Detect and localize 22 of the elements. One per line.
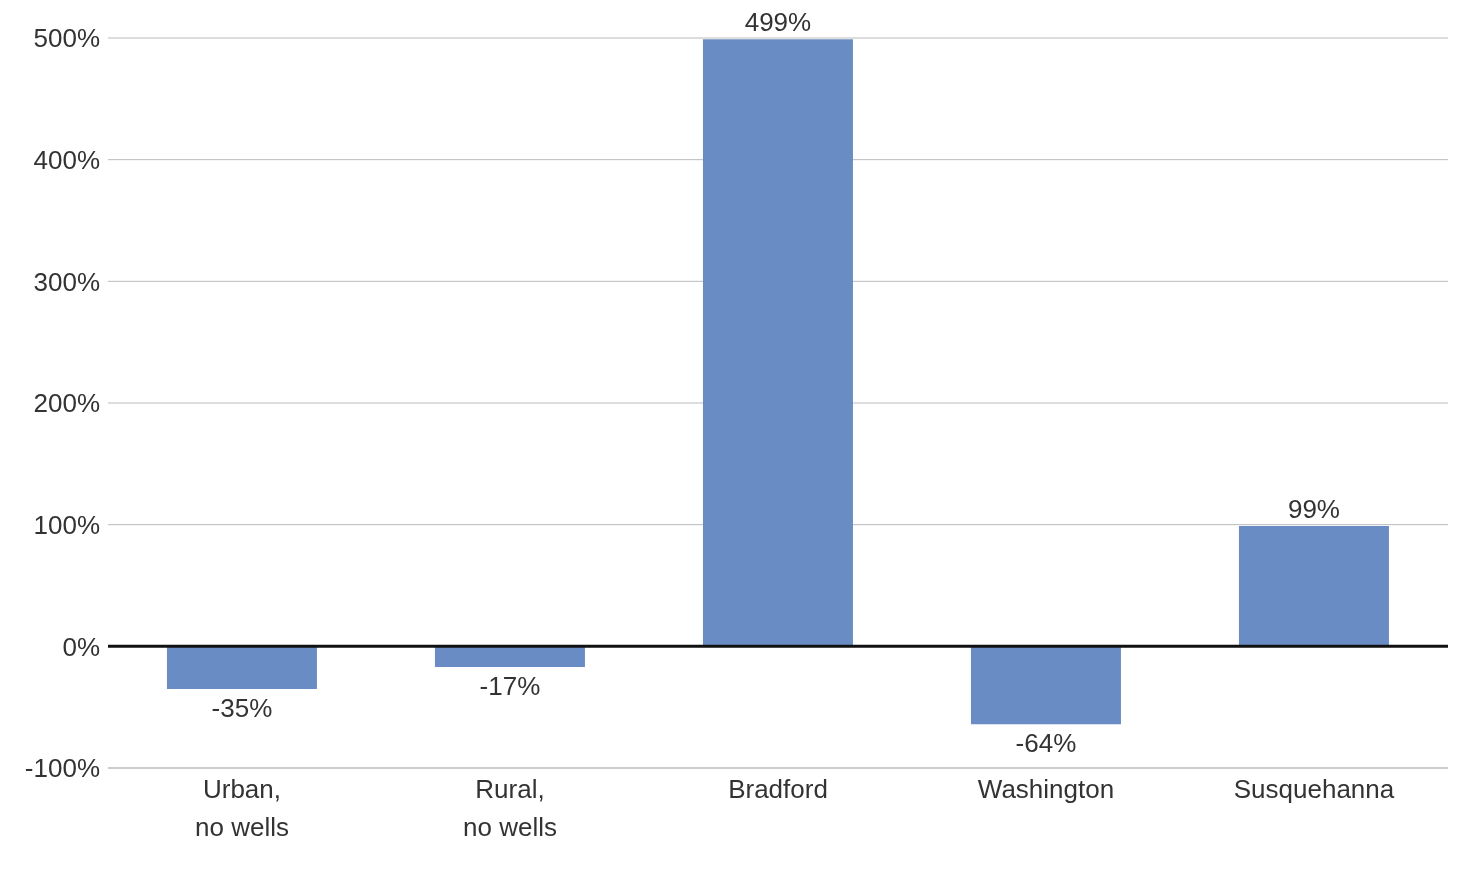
y-tick-label: -100%	[24, 753, 100, 784]
x-tick-label: Rural, no wells	[463, 774, 557, 842]
bar	[970, 646, 1121, 725]
y-tick-label: 400%	[33, 144, 100, 175]
bar	[702, 39, 853, 647]
bar	[1238, 525, 1389, 647]
y-tick-label: 300%	[33, 266, 100, 297]
bar	[434, 646, 585, 668]
x-tick-label: Bradford	[728, 774, 828, 804]
data-label: -64%	[1015, 728, 1077, 759]
y-tick-label: 200%	[33, 388, 100, 419]
y-tick-label: 500%	[33, 23, 100, 54]
x-tick-label: Washington	[977, 774, 1115, 804]
data-label: 99%	[1287, 493, 1340, 524]
x-tick-label: Susquehanna	[1233, 774, 1395, 804]
data-label: -17%	[479, 671, 541, 702]
y-tick-label: 0%	[62, 631, 100, 662]
y-tick-label: 100%	[33, 509, 100, 540]
bar	[166, 646, 317, 689]
data-label: -35%	[211, 692, 273, 723]
x-tick-label: Urban, no wells	[195, 774, 289, 842]
data-label: 499%	[744, 7, 812, 38]
